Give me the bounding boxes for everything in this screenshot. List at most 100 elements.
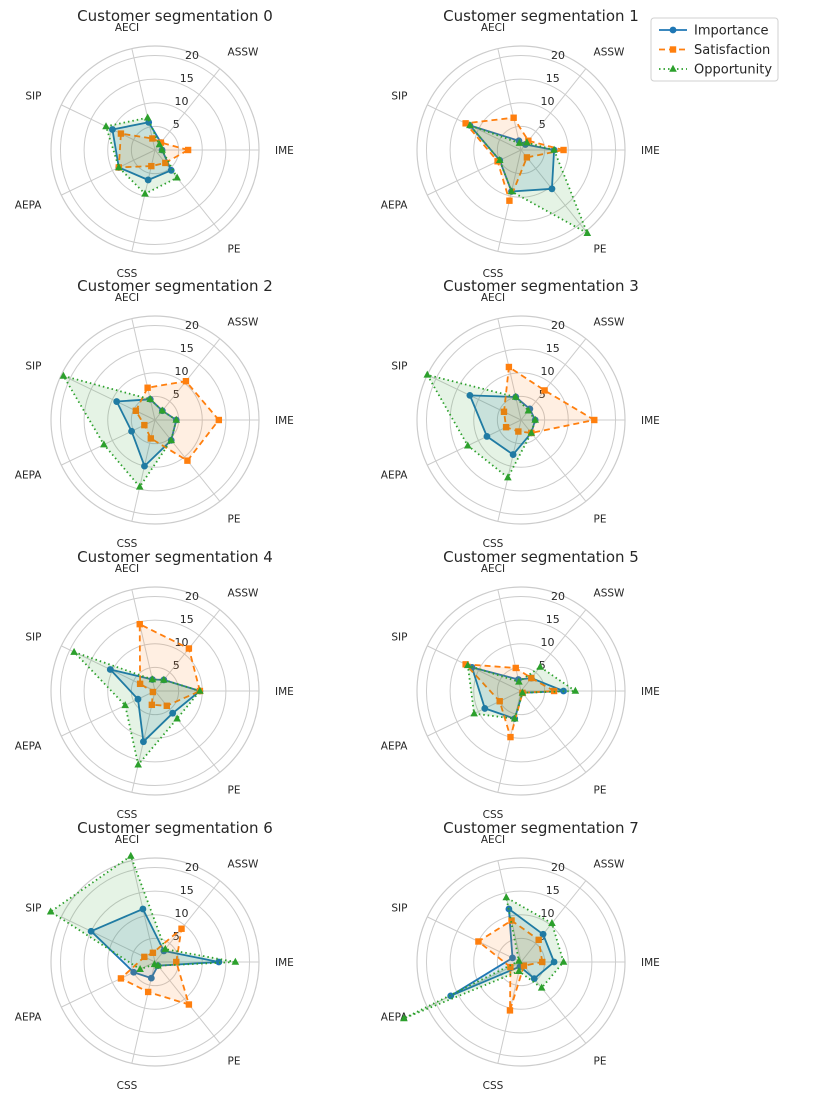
grid-spoke: [131, 48, 156, 151]
category-label: ASSW: [228, 587, 260, 599]
radar-panel: Customer segmentation 6 IME ASSW AECI SIP AEP…: [15, 819, 294, 1092]
data-point-opportunity: [527, 428, 536, 436]
radar-panel: Customer segmentation 7IMEASSWAECISIPAEP…: [381, 819, 660, 1092]
radial-tick-label: 20: [185, 49, 199, 62]
data-point-opportunity: [550, 145, 558, 153]
radial-tick-label: 10: [175, 636, 189, 649]
category-label: CSS: [117, 268, 138, 280]
radial-tick-label: 5: [539, 118, 546, 131]
radar-panel: Customer segmentation 0 IME ASSW AECI SIP AEP…: [15, 7, 294, 280]
grid-spoke: [61, 419, 156, 466]
radial-tick-label: 15: [180, 72, 194, 85]
radial-tick-label: 20: [551, 49, 565, 62]
data-point-satisfaction: [182, 377, 190, 385]
data-point-satisfaction: [523, 154, 531, 161]
series-area-opportunity: [427, 374, 536, 478]
data-point-opportunity: [504, 473, 512, 481]
radial-tick-label: 10: [541, 95, 555, 108]
category-label: PE: [228, 514, 241, 526]
data-point-opportunity: [502, 893, 511, 901]
panel-title: Customer segmentation 0: [77, 7, 273, 25]
category-label: ASSW: [594, 858, 626, 870]
category-label: AEPA: [15, 200, 42, 212]
category-label: CSS: [483, 538, 504, 550]
radial-tick-label: 10: [541, 636, 555, 649]
category-label: CSS: [117, 1080, 138, 1092]
data-point-satisfaction: [506, 197, 513, 204]
category-label: ASSW: [228, 858, 260, 870]
data-point-opportunity: [121, 701, 129, 709]
data-point-opportunity: [173, 173, 181, 181]
category-label: PE: [594, 1056, 607, 1068]
data-point-satisfaction: [184, 146, 192, 154]
data-point-opportunity: [172, 415, 181, 423]
data-point-opportunity: [515, 138, 524, 146]
legend: Importance Satisfaction Opportunity: [650, 17, 779, 82]
data-point-opportunity: [158, 145, 166, 153]
series-area-satisfaction: [118, 133, 189, 168]
series-line-opportunity: [466, 664, 577, 720]
legend-marker-satisfaction: [669, 46, 677, 53]
data-point-importance: [130, 968, 138, 976]
legend-marker-importance: [669, 26, 677, 34]
category-label: SIP: [391, 90, 407, 102]
data-point-opportunity: [515, 967, 523, 975]
radial-tick-label: 5: [539, 659, 546, 672]
category-label: AEPA: [15, 741, 42, 753]
data-point-opportunity: [400, 1014, 408, 1022]
series-line-importance: [111, 121, 173, 181]
data-point-opportunity: [571, 686, 580, 694]
data-point-satisfaction: [507, 733, 514, 741]
series-line-satisfaction: [477, 919, 544, 1012]
data-point-opportunity: [511, 392, 520, 400]
data-point-opportunity: [231, 957, 240, 965]
radar-panel: Customer segmentation 4 IME ASSW AECI SIP AEP…: [15, 548, 294, 821]
grid-spoke: [427, 149, 522, 196]
grid-spoke: [61, 374, 156, 421]
category-label: CSS: [117, 538, 138, 550]
data-point-satisfaction: [149, 949, 157, 956]
data-point-satisfaction: [185, 1001, 193, 1008]
data-point-importance: [87, 927, 95, 935]
panel-title: Customer segmentation 4: [77, 548, 273, 566]
series-area-opportunity: [63, 375, 177, 487]
radar-panel: Customer segmentation 2 IME ASSW AECI SIP AEP…: [15, 277, 294, 550]
data-point-opportunity: [70, 647, 78, 655]
category-label: IME: [641, 686, 660, 698]
data-point-satisfaction: [162, 159, 169, 167]
data-point-opportunity: [167, 436, 176, 444]
series-line-opportunity: [402, 896, 565, 1020]
data-point-opportunity: [510, 714, 519, 722]
data-point-importance: [139, 905, 147, 913]
data-point-satisfaction: [500, 408, 508, 415]
data-point-importance: [169, 709, 177, 717]
data-point-satisfaction: [512, 664, 519, 672]
series-area-importance: [450, 909, 555, 996]
data-point-satisfaction: [560, 146, 567, 154]
data-point-importance: [215, 958, 223, 966]
data-point-importance: [141, 462, 148, 470]
series-area-opportunity: [74, 652, 200, 765]
category-label: PE: [228, 244, 241, 256]
data-point-opportunity: [463, 441, 472, 449]
data-point-importance: [509, 451, 517, 458]
grid-spoke: [497, 48, 522, 151]
data-point-satisfaction: [507, 963, 514, 971]
category-label: CSS: [483, 809, 504, 821]
data-point-opportunity: [59, 371, 68, 379]
radar-panel: Customer segmentation 3 IME ASSW AECI SIP AEP…: [381, 277, 660, 550]
panel-title: Customer segmentation 3: [443, 277, 639, 295]
data-point-satisfaction: [149, 135, 156, 142]
data-point-satisfaction: [157, 139, 165, 146]
radial-tick-label: 10: [175, 907, 189, 920]
radial-tick-label: 10: [175, 365, 189, 378]
data-point-satisfaction: [508, 917, 515, 924]
data-point-satisfaction: [149, 688, 157, 696]
radial-tick-label: 15: [180, 613, 194, 626]
radial-tick-label: 15: [180, 884, 194, 897]
data-point-importance: [539, 930, 547, 938]
data-point-satisfaction: [185, 645, 193, 652]
grid-spoke: [520, 68, 587, 151]
radar-panel: Customer segmentation 1 IME ASSW AECI SIP AEP…: [381, 7, 660, 280]
data-point-importance: [140, 738, 147, 746]
